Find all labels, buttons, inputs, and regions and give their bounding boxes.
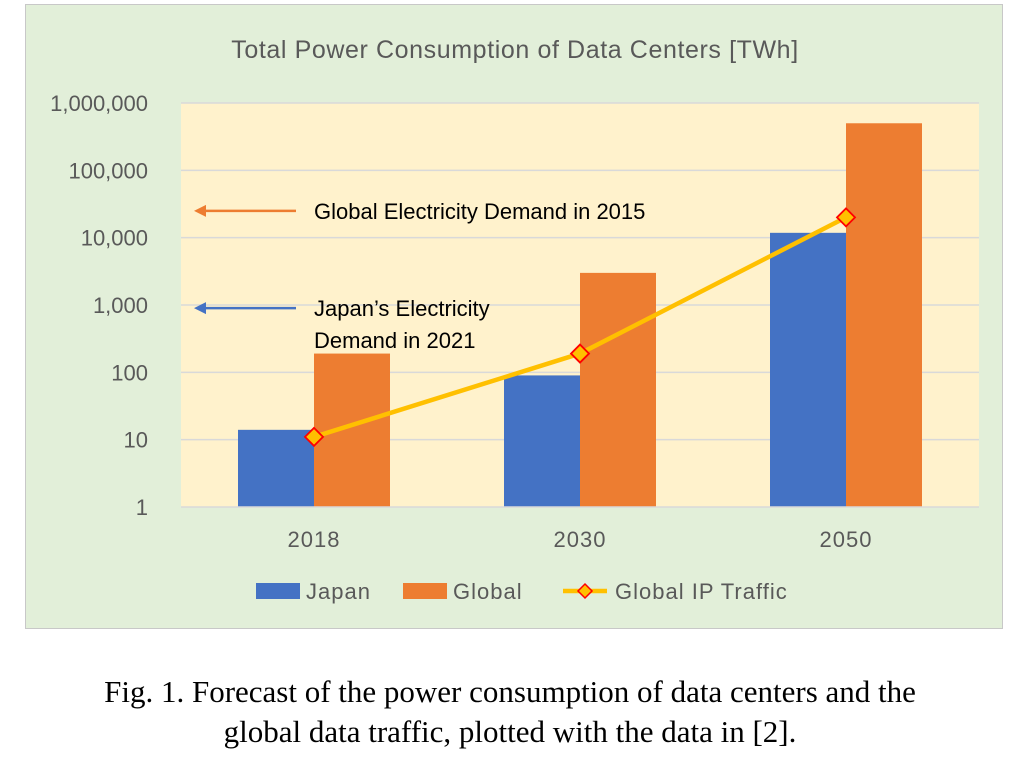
bars <box>238 123 922 508</box>
y-tick-label: 1 <box>136 495 148 520</box>
annotations: Global Electricity Demand in 2015 Japan’s… <box>194 199 645 353</box>
bar-japan-2030 <box>504 375 580 507</box>
y-axis-tick-labels: 1 10 100 1,000 10,000 100,000 1,000,000 <box>50 91 148 520</box>
x-tick-label: 2030 <box>554 527 607 552</box>
x-tick-label: 2050 <box>820 527 873 552</box>
legend-marker <box>576 582 594 600</box>
legend-swatch <box>256 583 300 599</box>
y-tick-label: 10,000 <box>81 226 148 251</box>
caption-line-1: Fig. 1. Forecast of the power consumptio… <box>104 674 916 709</box>
ip-traffic-marker-2018 <box>303 426 325 448</box>
y-tick-label: 10 <box>124 428 148 453</box>
annotation-text: Japan’s Electricity <box>314 296 490 321</box>
legend-label: Global <box>453 579 523 604</box>
x-tick-label: 2018 <box>288 527 341 552</box>
figure-caption: Fig. 1. Forecast of the power consumptio… <box>0 672 1020 752</box>
bar-global-2050 <box>846 123 922 508</box>
annotation-text: Demand in 2021 <box>314 328 475 353</box>
x-axis-tick-labels: 2018 2030 2050 <box>288 527 873 552</box>
ip-traffic-line <box>303 207 857 448</box>
bar-japan-2050 <box>770 232 846 508</box>
y-tick-label: 1,000,000 <box>50 91 148 116</box>
legend: Japan Global Global IP Traffic <box>256 579 788 604</box>
bar-global-2030 <box>580 272 656 507</box>
y-tick-label: 100 <box>111 360 148 385</box>
legend-label: Japan <box>306 579 371 604</box>
y-tick-label: 100,000 <box>68 158 148 183</box>
annotation-text: Global Electricity Demand in 2015 <box>314 199 645 224</box>
bar-global-2018 <box>314 353 390 507</box>
annotation-arrow-head <box>194 204 206 217</box>
bar-japan-2018 <box>238 429 314 507</box>
y-tick-label: 1,000 <box>93 293 148 318</box>
legend-label: Global IP Traffic <box>615 579 788 604</box>
ip-traffic-marker-2050 <box>835 207 857 228</box>
ip-traffic-marker-2030 <box>569 343 591 364</box>
caption-line-2: global data traffic, plotted with the da… <box>223 714 797 749</box>
annotation-arrow-head <box>194 302 206 315</box>
chart-frame: 1 10 100 1,000 10,000 100,000 1,000,000 2018 20… <box>25 4 1003 629</box>
chart-title: Total Power Consumption of Data Centers … <box>231 36 799 64</box>
legend-swatch <box>403 583 447 599</box>
